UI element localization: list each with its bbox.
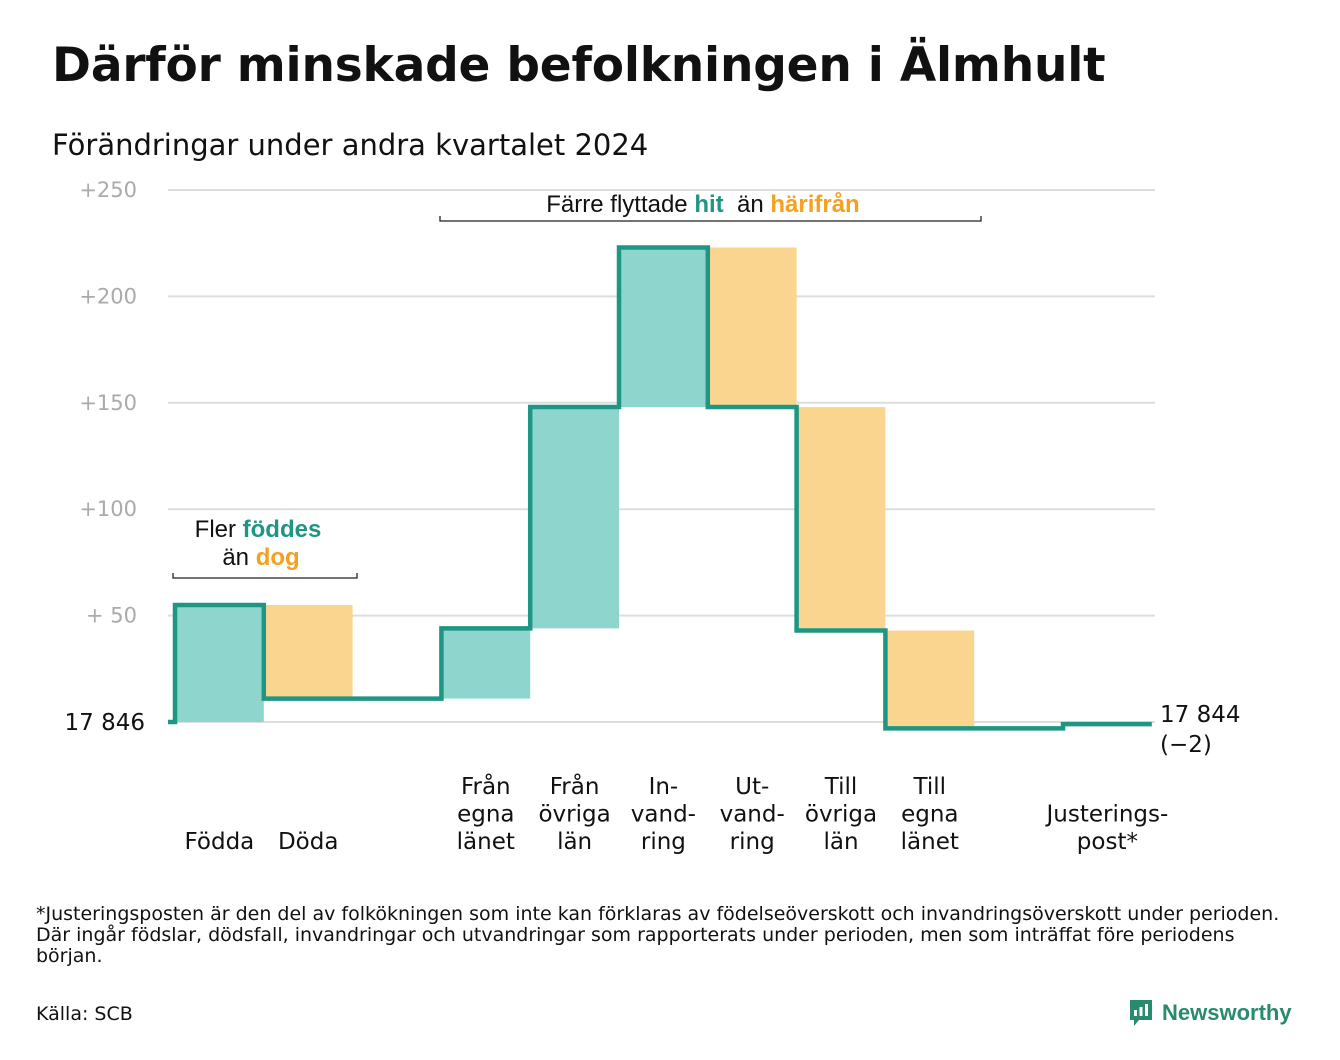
y-tick-label: +150 <box>79 391 137 415</box>
annotation-births-bracket <box>172 573 358 579</box>
newsworthy-logo-icon <box>1130 1000 1152 1026</box>
category-label: länet <box>901 829 959 855</box>
category-label: Till <box>913 774 947 800</box>
category-label: övriga <box>538 802 610 828</box>
category-label: Från <box>461 772 511 800</box>
annotation-births-line2: än dog <box>222 544 299 571</box>
chart-subtitle: Förändringar under andra kvartalet 2024 <box>52 128 649 162</box>
category-label: In- <box>649 774 679 800</box>
annotation-migration: Färre flyttade hit än härifrån <box>546 191 859 218</box>
inflow-bar <box>530 407 619 629</box>
category-label: ring <box>730 829 775 855</box>
category-label: Ut- <box>735 774 769 800</box>
category-label: ring <box>641 829 686 855</box>
y-tick-label: +100 <box>79 497 137 521</box>
category-label: Födda <box>185 829 255 855</box>
y-tick-label: + 50 <box>86 604 137 628</box>
chart-title: Därför minskade befolkningen i Älmhult <box>52 38 1106 93</box>
category-label: Döda <box>278 829 338 855</box>
end-value-label: 17 844 <box>1160 702 1240 728</box>
outflow-bar <box>885 630 975 729</box>
inflow-bar <box>619 247 708 408</box>
end-change-label: (−2) <box>1160 732 1212 758</box>
category-label: Från <box>550 772 600 800</box>
category-label: vand- <box>720 802 785 828</box>
category-label: Justerings- <box>1044 802 1168 828</box>
source-note: Källa: SCB <box>36 1003 133 1025</box>
category-label: Till <box>824 774 858 800</box>
outflow-bar <box>263 604 353 699</box>
category-label: länet <box>457 829 515 855</box>
category-label: post* <box>1077 829 1138 855</box>
annotation-births-line1: Fler föddes <box>195 516 322 543</box>
newsworthy-logo: Newsworthy <box>1128 998 1292 1028</box>
newsworthy-logo-text: Newsworthy <box>1162 1000 1292 1025</box>
category-label: län <box>823 829 858 855</box>
category-label: vand- <box>631 802 696 828</box>
category-label: övriga <box>805 802 877 828</box>
category-label: egna <box>457 802 514 828</box>
cumulative-step-line <box>168 245 1152 731</box>
start-value-label: 17 846 <box>65 710 145 736</box>
y-tick-label: +250 <box>79 178 137 202</box>
inflow-bar <box>441 628 531 699</box>
outflow-bar <box>796 407 886 631</box>
category-label: egna <box>901 802 958 828</box>
annotation-migration-bracket <box>439 216 982 222</box>
footnote: *Justeringsposten är den del av folkökni… <box>36 903 1280 967</box>
inflow-bar <box>175 604 264 722</box>
outflow-bar <box>707 247 797 408</box>
category-label: län <box>557 829 592 855</box>
y-tick-label: +200 <box>79 284 137 308</box>
